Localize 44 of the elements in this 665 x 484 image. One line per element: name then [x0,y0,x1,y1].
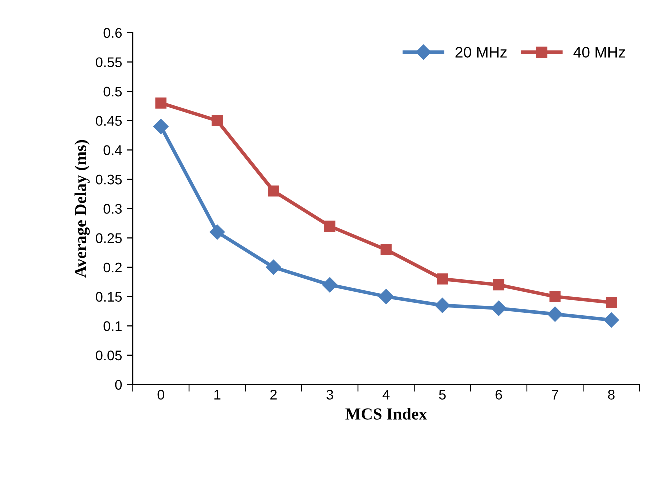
x-axis-title: MCS Index [346,408,428,420]
legend-label: 20 MHz [456,47,507,58]
x-tick-label: 8 [608,390,615,400]
y-tick-label: 0.5 [104,86,122,97]
point [380,244,392,256]
point [156,98,167,109]
point [154,119,169,134]
point [324,220,336,232]
y-axis-title: Average Delay (ms) [74,140,90,278]
y-tick-label: 0.45 [96,116,122,126]
y-tick-label: 0.2 [104,262,122,273]
point [604,312,620,328]
x-tick-label: 7 [552,390,558,400]
x-tick-label: 4 [382,390,390,400]
x-tick-label: 3 [326,390,334,400]
point [548,306,563,322]
x-tick-label: 5 [439,390,446,400]
x-tick-label: 2 [270,390,277,400]
y-tick-label: 0 [115,380,122,390]
y-tick-label: 0.3 [104,204,122,214]
y-tick-label: 0.35 [96,174,122,185]
point [606,297,618,308]
point [493,280,505,291]
point [212,115,224,126]
point [378,289,394,304]
point [435,298,450,314]
point [210,224,226,240]
legend-label: 40 MHz [574,47,626,58]
y-tick-label: 0.1 [104,321,122,332]
y-tick-label: 0.15 [96,292,122,302]
x-tick-label: 1 [214,390,221,400]
y-tick-label: 0.4 [104,146,122,156]
point [437,274,448,285]
point [266,260,282,276]
point [550,291,561,302]
y-tick-label: 0.05 [96,350,122,361]
y-tick-label: 0.55 [96,58,122,68]
x-tick-label: 6 [496,390,502,400]
y-tick-label: 0.6 [104,28,122,38]
x-tick-label: 0 [158,390,164,400]
y-tick-label: 0.25 [96,234,122,244]
point [268,186,280,197]
point [322,278,338,293]
point [491,300,507,316]
